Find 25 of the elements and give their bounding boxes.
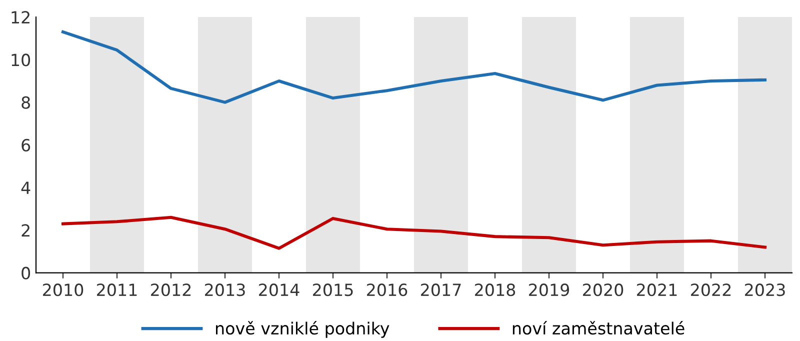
y-tick-label: 12 [12, 11, 30, 24]
x-tick-label: 2012 [151, 284, 191, 296]
x-tick-label: 2013 [205, 284, 245, 296]
x-tick-label: 2021 [637, 284, 677, 296]
x-tick-label: 2014 [259, 284, 300, 296]
x-tick-label: 2015 [313, 284, 353, 296]
y-tick-label: 8 [22, 96, 30, 109]
y-tick-label: 0 [22, 266, 30, 280]
x-tick-label: 2022 [691, 284, 731, 296]
y-tick-label: 10 [12, 54, 30, 66]
x-tick-label: 2019 [529, 284, 570, 296]
x-tick-label: 2018 [475, 284, 516, 296]
line-series [61, 30, 767, 104]
x-tick-label: 2017 [421, 284, 461, 296]
x-tick-label: 2020 [583, 284, 624, 296]
x-tick-label: 2010 [43, 284, 84, 296]
x-tick-label: 2023 [745, 284, 785, 296]
line-series [61, 216, 767, 250]
x-tick-label: 2016 [367, 284, 408, 296]
y-tick-label: 4 [21, 182, 30, 194]
y-tick-label: 6 [22, 138, 30, 152]
legend-label: noví zaměstnavatelé [512, 321, 684, 335]
x-tick-label: 2011 [97, 284, 137, 296]
y-tick-label: 2 [22, 224, 30, 237]
legend-label: nově vzniklé podniky [216, 321, 390, 338]
